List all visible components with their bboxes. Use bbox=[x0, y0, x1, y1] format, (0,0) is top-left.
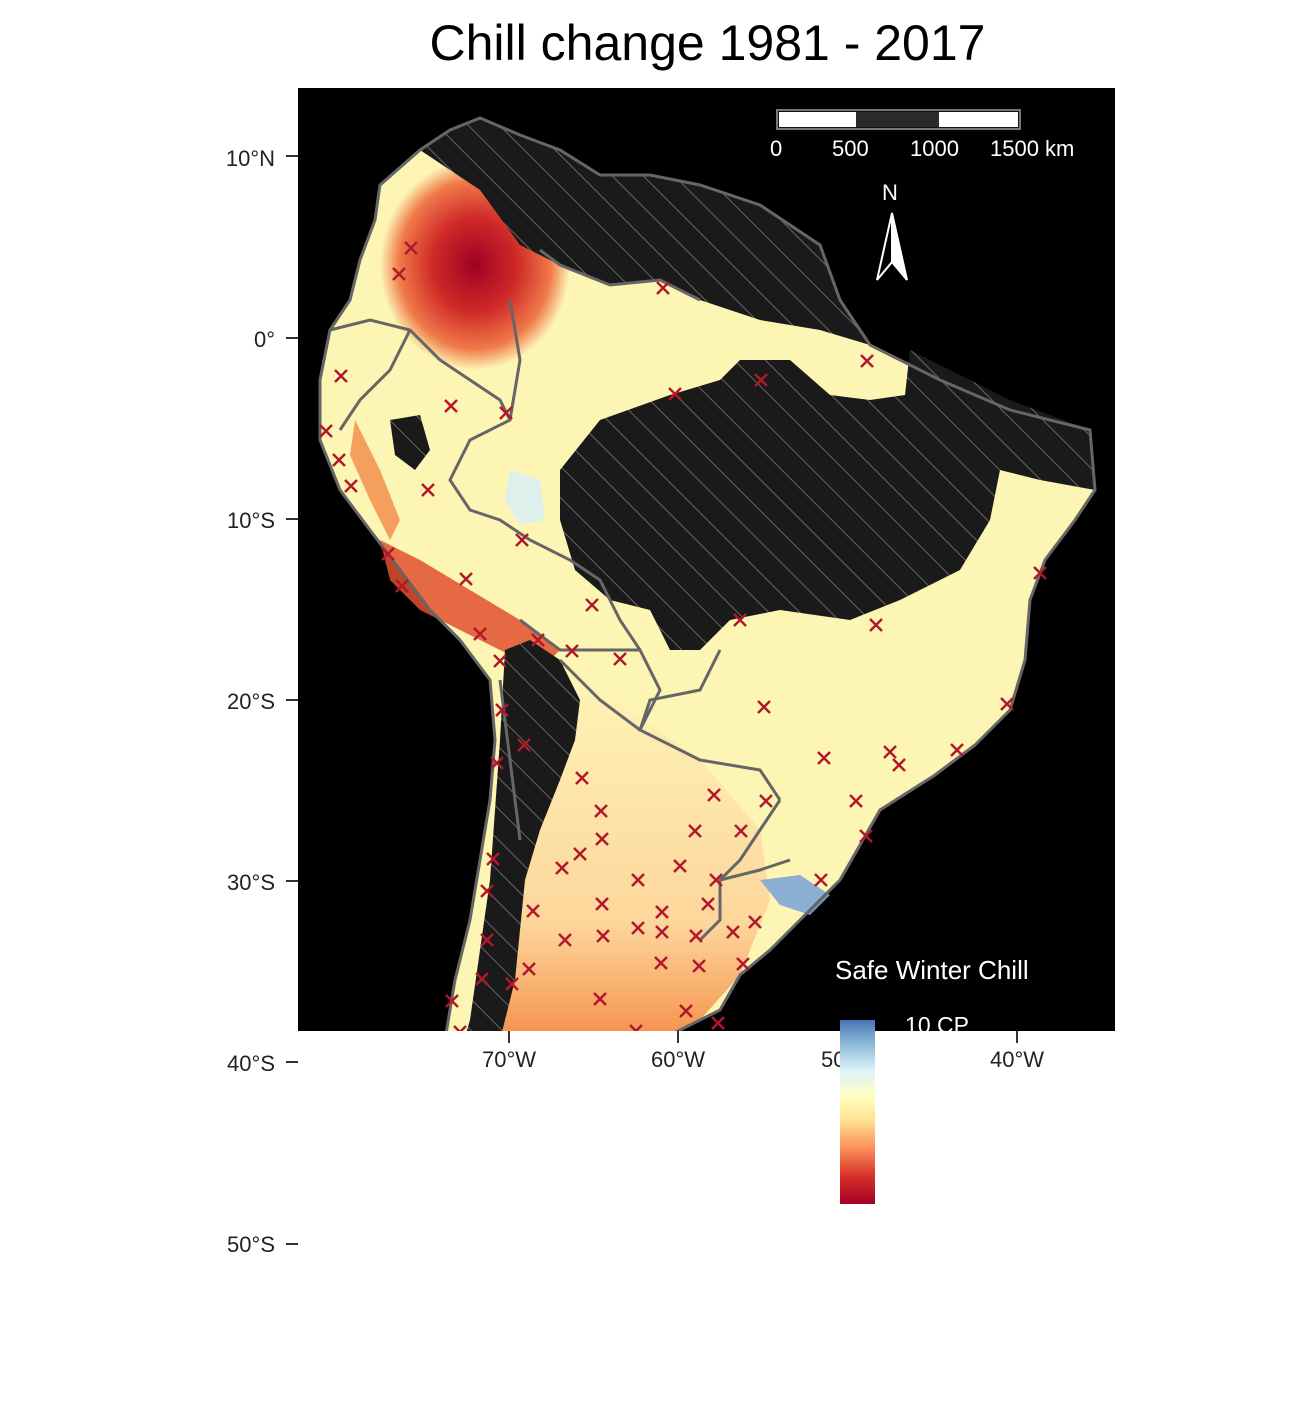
scale-segment-dark bbox=[856, 112, 939, 127]
x-tick-mark bbox=[508, 1031, 510, 1043]
colorbar-label: -5 CP bbox=[907, 1119, 967, 1145]
y-tick-label: 50°S bbox=[227, 1232, 275, 1257]
y-tick-mark bbox=[286, 337, 298, 339]
north-arrow-icon bbox=[876, 212, 908, 281]
y-tick-mark bbox=[286, 518, 298, 520]
andes-warming-stripe bbox=[380, 540, 560, 670]
y-tick-mark bbox=[286, 1243, 298, 1245]
colorbar-label: -15 CP bbox=[901, 1190, 973, 1216]
legend-colorbar bbox=[840, 1020, 875, 1204]
y-tick-mark bbox=[286, 1061, 298, 1063]
x-tick-label: 40°W bbox=[989, 1047, 1045, 1072]
colorbar-label: 10 CP bbox=[905, 1012, 969, 1038]
scale-bar bbox=[776, 109, 1021, 130]
weather-stations bbox=[319, 241, 1047, 1031]
x-tick-mark bbox=[1016, 1031, 1018, 1043]
legend-title: Safe Winter Chill bbox=[835, 955, 1029, 985]
amazon-cooling bbox=[505, 470, 545, 525]
scale-segment-white bbox=[779, 112, 856, 127]
y-tick-mark bbox=[286, 155, 298, 157]
excluded-peru-patch bbox=[390, 415, 430, 470]
scale-label: 0 bbox=[770, 136, 783, 161]
y-tick-mark bbox=[286, 699, 298, 701]
scale-segment-white bbox=[939, 112, 1018, 127]
map-panel bbox=[298, 88, 1115, 1031]
country-borders bbox=[318, 116, 1097, 1031]
map-title: Chill change 1981 - 2017 bbox=[429, 15, 986, 71]
y-tick-label: 10°N bbox=[225, 146, 275, 171]
andes-coastal-stripe bbox=[350, 420, 400, 540]
y-tick-mark bbox=[286, 880, 298, 882]
north-label: N bbox=[882, 180, 898, 205]
excluded-andes-region bbox=[466, 640, 580, 1031]
colorbar-label: -10 CP bbox=[901, 1155, 973, 1181]
scale-label: 1000 bbox=[910, 136, 959, 161]
x-tick-label: 70°W bbox=[481, 1047, 537, 1072]
x-tick-mark bbox=[677, 1031, 679, 1043]
y-tick-label: 40°S bbox=[227, 1051, 275, 1076]
x-tick-label: 60°W bbox=[650, 1047, 706, 1072]
southern-brazil-cooling bbox=[760, 875, 830, 915]
y-tick-label: 10°S bbox=[227, 508, 275, 533]
colorbar-label: 0 CP bbox=[911, 1083, 963, 1109]
y-tick-label: 20°S bbox=[227, 689, 275, 714]
y-tick-label: 0° bbox=[253, 327, 275, 352]
excluded-amazon-region bbox=[560, 350, 1095, 650]
legend-excluded-label: Excluded bbox=[885, 1258, 988, 1286]
legend-weather-station-label: Weather station bbox=[888, 1323, 1063, 1351]
scale-label: 1500 km bbox=[990, 136, 1075, 161]
scale-label: 500 bbox=[832, 136, 869, 161]
map-svg bbox=[318, 109, 1097, 1031]
colorbar-label: 5 CP bbox=[911, 1047, 963, 1073]
excluded-north-region bbox=[420, 118, 870, 345]
y-tick-label: 30°S bbox=[227, 870, 275, 895]
southern-warming-area bbox=[496, 690, 770, 1031]
